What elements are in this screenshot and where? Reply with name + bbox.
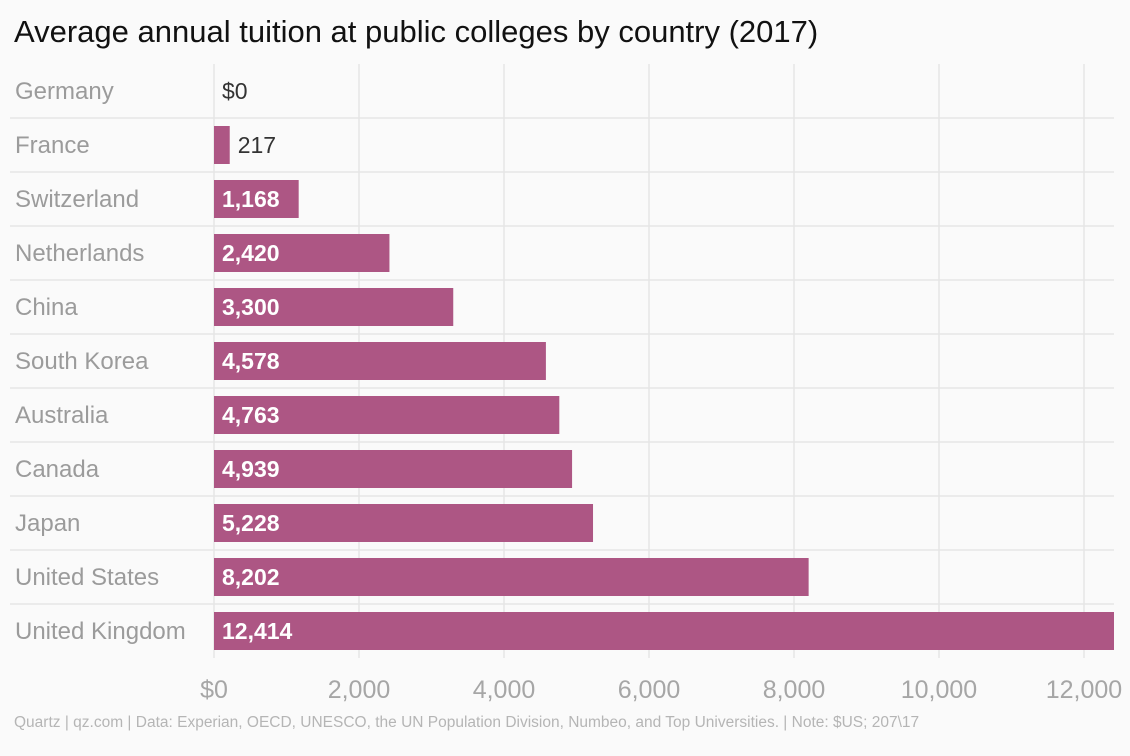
value-label: 4,578 [222,348,280,374]
bar [214,342,546,380]
bar [214,234,390,272]
bar [214,180,299,218]
bar [214,612,1114,650]
value-label: 217 [238,132,276,158]
x-axis: $0 2,000 4,000 6,000 8,000 10,000 12,000 [200,676,1122,704]
value-label: 2,420 [222,240,280,266]
value-label: 1,168 [222,186,280,212]
x-tick-label: 4,000 [473,676,536,704]
bar [214,558,809,596]
category-label: United Kingdom [15,618,186,645]
source-note: Quartz | qz.com | Data: Experian, OECD, … [14,714,920,731]
value-label: 5,228 [222,510,280,536]
category-label: France [15,132,90,159]
category-label: Switzerland [15,186,139,213]
value-label: 3,300 [222,294,280,320]
category-label: Australia [15,402,109,429]
bar [214,504,594,542]
bar [214,288,454,326]
bar [214,396,560,434]
category-label: Canada [15,456,100,483]
x-tick-label: 2,000 [328,676,391,704]
x-tick-label: 12,000 [1046,676,1122,704]
category-label: China [15,294,78,321]
value-label: $0 [222,78,248,104]
category-label: United States [15,564,159,591]
value-label: 4,763 [222,402,280,428]
x-tick-label: 8,000 [763,676,826,704]
value-label: 12,414 [222,618,293,644]
value-label: 8,202 [222,564,280,590]
label-layer: Germany $0 France 217 Switzerland 1,168 Nether… [15,78,293,645]
x-tick-label: 10,000 [901,676,977,704]
category-label: Netherlands [15,240,144,267]
category-label: Germany [15,78,114,105]
grid-layer [10,64,1114,658]
category-label: South Korea [15,348,149,375]
chart-title: Average annual tuition at public college… [14,14,819,49]
bar [214,450,573,488]
bar [214,126,230,164]
x-tick-label: 6,000 [618,676,681,704]
category-label: Japan [15,510,80,537]
x-tick-label: $0 [200,676,228,704]
bar-layer [214,126,1114,650]
value-label: 4,939 [222,456,280,482]
